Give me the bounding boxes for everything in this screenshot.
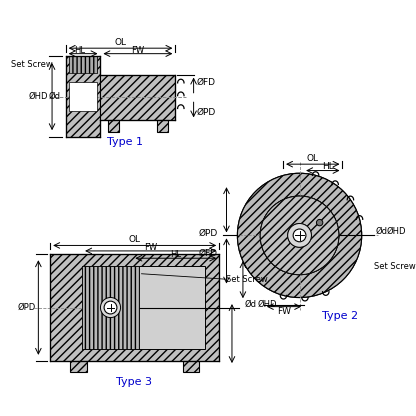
Text: OL: OL <box>306 154 318 163</box>
Text: ØHD: ØHD <box>258 300 277 310</box>
Bar <box>69 82 97 111</box>
Text: Set Screw: Set Screw <box>226 275 268 284</box>
Text: Ød: Ød <box>49 92 61 101</box>
Text: Ød: Ød <box>245 300 257 310</box>
Text: HL: HL <box>170 250 181 259</box>
Text: Type 2: Type 2 <box>322 311 358 321</box>
Text: FW: FW <box>131 45 144 54</box>
Text: Set Screw: Set Screw <box>11 60 53 69</box>
Wedge shape <box>238 173 362 297</box>
Bar <box>66 57 100 137</box>
Circle shape <box>100 297 121 317</box>
Text: ØPD: ØPD <box>197 108 216 116</box>
Circle shape <box>104 301 117 314</box>
Bar <box>82 266 206 349</box>
Text: Ød: Ød <box>376 226 388 235</box>
Circle shape <box>288 223 312 247</box>
Text: OL: OL <box>114 38 126 47</box>
Text: ØPD: ØPD <box>17 303 36 312</box>
Bar <box>183 362 199 372</box>
Text: ØFD: ØFD <box>197 77 216 87</box>
Text: FW: FW <box>277 307 291 316</box>
Bar <box>50 254 219 362</box>
Circle shape <box>238 173 362 297</box>
Text: ØPD: ØPD <box>198 229 218 238</box>
Text: ØHD: ØHD <box>386 226 406 235</box>
Wedge shape <box>260 196 339 275</box>
Text: HL: HL <box>322 162 334 171</box>
Circle shape <box>317 219 323 226</box>
Bar <box>82 266 139 349</box>
Text: OL: OL <box>128 235 140 243</box>
Bar <box>157 120 168 132</box>
Circle shape <box>260 196 339 275</box>
Bar <box>100 74 175 120</box>
Text: Type 3: Type 3 <box>116 376 152 386</box>
Bar <box>69 57 97 73</box>
Bar <box>108 120 119 132</box>
Text: Set Screw: Set Screw <box>374 262 416 271</box>
Text: Type 1: Type 1 <box>107 137 143 147</box>
Circle shape <box>293 229 306 242</box>
Text: HL: HL <box>74 45 85 54</box>
Text: FW: FW <box>144 243 157 252</box>
Text: ØHD: ØHD <box>29 92 48 101</box>
Text: ØFD: ØFD <box>199 249 218 258</box>
Bar <box>70 362 87 372</box>
